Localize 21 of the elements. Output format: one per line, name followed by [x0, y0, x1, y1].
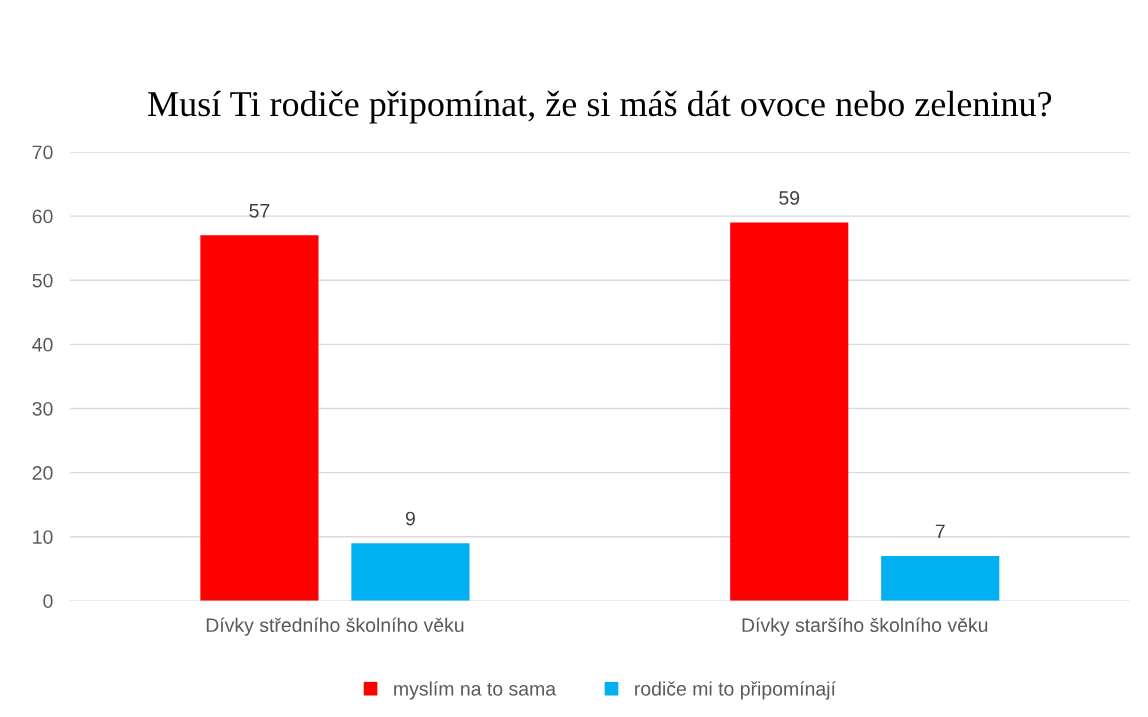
chart-title: Musí Ti rodiče připomínat, že si máš dát ovoce nebo zeleninu? [148, 90, 1052, 124]
bar [881, 555, 1000, 601]
x-tick-label: Dívky středního školního věku [206, 617, 464, 636]
data-label: 57 [249, 204, 270, 218]
y-tick-label: 40 [32, 337, 53, 352]
legend-label: myslím na to sama [394, 681, 557, 700]
y-tick-label: 0 [43, 594, 53, 609]
y-tick-label: 60 [32, 209, 53, 224]
data-label: 7 [935, 524, 945, 539]
bar [200, 235, 319, 601]
legend-label: rodiče mi to připomínají [635, 681, 836, 700]
y-tick-label: 30 [32, 401, 53, 416]
data-label: 9 [405, 511, 415, 526]
y-tick-label: 20 [32, 466, 53, 480]
bar [730, 222, 849, 601]
bar [351, 543, 470, 601]
y-tick-label: 70 [32, 145, 53, 160]
y-tick-label: 50 [32, 273, 53, 288]
y-tick-label: 10 [33, 530, 53, 544]
data-label: 59 [779, 191, 800, 205]
x-tick-label: Dívky staršího školního věku [742, 617, 988, 636]
